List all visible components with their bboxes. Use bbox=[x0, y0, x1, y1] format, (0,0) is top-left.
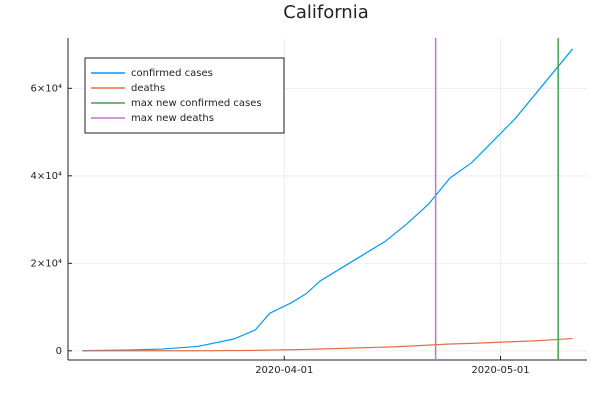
y-tick-label: 0 bbox=[56, 346, 62, 357]
x-tick-label: 2020-05-01 bbox=[471, 365, 529, 376]
y-tick-label: 4×10⁴ bbox=[31, 171, 62, 182]
chart-title: California bbox=[283, 2, 368, 23]
legend-label: deaths bbox=[131, 83, 165, 94]
legend-label: max new confirmed cases bbox=[131, 98, 262, 109]
y-tick-label: 6×10⁴ bbox=[31, 83, 62, 94]
x-tick-label: 2020-04-01 bbox=[255, 365, 313, 376]
legend-label: max new deaths bbox=[131, 113, 214, 124]
legend-label: confirmed cases bbox=[131, 68, 213, 79]
line bbox=[82, 337, 573, 352]
line bbox=[82, 48, 574, 352]
y-tick-label: 2×10⁴ bbox=[31, 258, 62, 269]
legend-box bbox=[84, 57, 285, 134]
